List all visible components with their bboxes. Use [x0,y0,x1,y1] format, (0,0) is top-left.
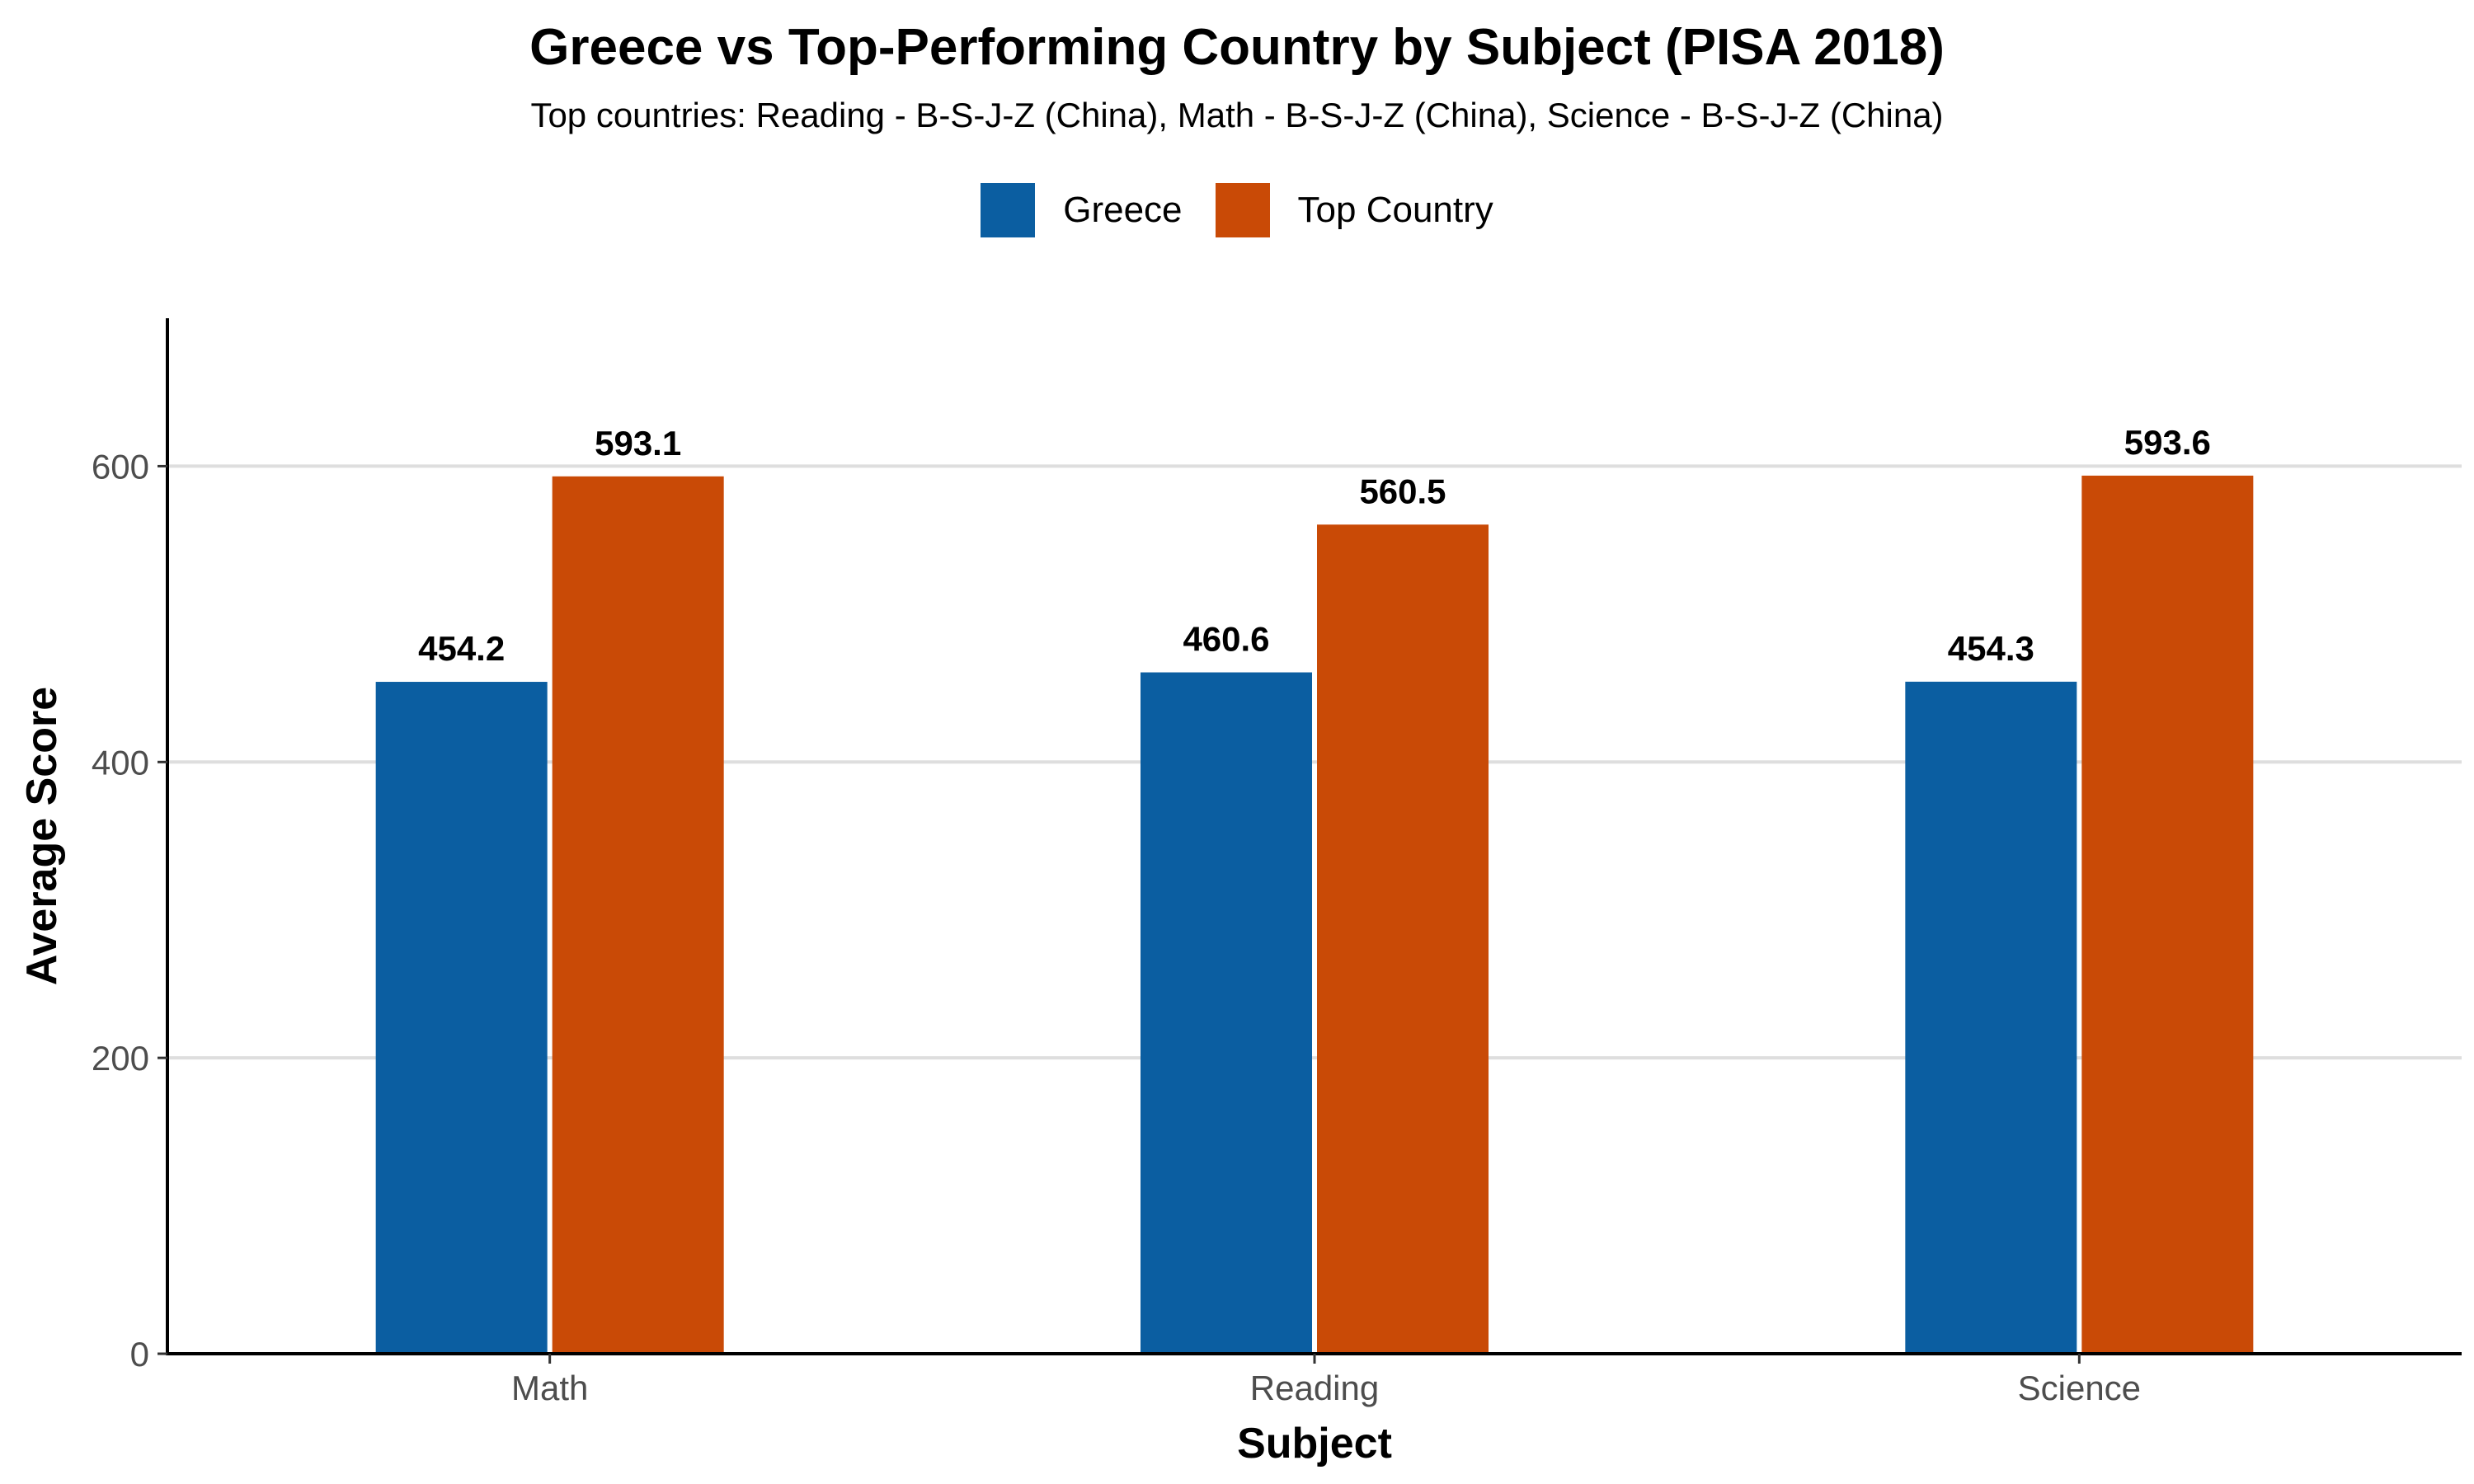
value-label: 593.1 [595,424,681,463]
chart-subtitle: Top countries: Reading - B-S-J-Z (China)… [530,96,1944,134]
bar-greece-reading [1141,672,1312,1354]
value-labels: 454.2 593.1 460.6 560.5 454.3 593.6 [418,423,2211,668]
y-axis-title: Average Score [18,687,66,985]
bar-top-country-science [2081,475,2254,1354]
y-tick-label: 400 [92,743,149,782]
x-tick-label: Science [2018,1369,2141,1407]
x-axis-title: Subject [1237,1420,1392,1468]
legend-swatch-greece [981,183,1036,237]
value-label: 593.6 [2124,423,2211,462]
bar-top-country-math [552,476,724,1355]
gridlines [167,464,2462,1060]
x-tick-label: Math [511,1369,588,1407]
y-axis-ticks: 0 200 400 600 [92,447,167,1374]
bar-greece-science [1905,681,2077,1354]
legend-item-top-country: Top Country [1215,183,1493,237]
legend-swatch-top-country [1215,183,1270,237]
x-tick-label: Reading [1250,1369,1379,1407]
legend-item-greece: Greece [981,183,1183,237]
legend-label-greece: Greece [1063,190,1183,230]
value-label: 460.6 [1183,620,1269,659]
chart-title: Greece vs Top-Performing Country by Subj… [529,19,1945,76]
y-tick-label: 200 [92,1039,149,1078]
bar-top-country-reading [1317,524,1489,1354]
value-label: 454.2 [418,629,505,668]
legend: Greece Top Country [0,183,2474,237]
y-tick-label: 600 [92,447,149,486]
bars [375,475,2254,1355]
value-label: 454.3 [1948,629,2034,668]
x-axis-ticks: Math Reading Science [511,1354,2141,1407]
bar-greece-math [375,682,548,1354]
y-tick-label: 0 [130,1335,149,1374]
value-label: 560.5 [1359,472,1446,510]
legend-label-top-country: Top Country [1297,190,1493,230]
